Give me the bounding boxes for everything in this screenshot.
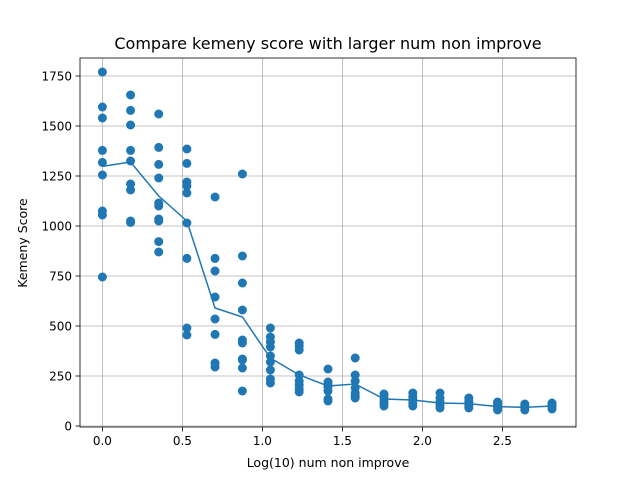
data-point (182, 188, 192, 198)
plot-frame (79, 57, 577, 428)
y-axis-label: Kemeny Score (15, 198, 30, 288)
data-point (323, 386, 333, 396)
data-point (210, 292, 220, 302)
data-point (182, 181, 192, 191)
chart-title: Compare kemeny score with larger num non… (114, 34, 541, 53)
data-point (97, 210, 107, 220)
x-axis-ticks: 0.0 0.5 1.0 1.5 2.0 2.5 (93, 427, 512, 448)
data-point (493, 405, 503, 415)
data-point (265, 365, 275, 375)
x-axis-label: Log(10) num non improve (247, 455, 410, 470)
data-point (210, 329, 220, 339)
x-tick-label: 2.0 (413, 434, 432, 448)
y-axis-ticks: 0 250 500 750 1000 1250 1500 1750 (41, 70, 80, 434)
data-point (154, 142, 164, 152)
y-tick-label: 750 (49, 270, 72, 284)
y-tick-label: 250 (49, 370, 72, 384)
y-tick-label: 1500 (41, 120, 72, 134)
data-point (294, 387, 304, 397)
data-point (210, 362, 220, 372)
data-point (97, 102, 107, 112)
x-tick-label: 1.0 (253, 434, 272, 448)
data-point (464, 403, 474, 413)
data-point (154, 109, 164, 119)
data-point (323, 396, 333, 406)
data-point (350, 376, 360, 386)
data-point (182, 144, 192, 154)
data-point (210, 314, 220, 324)
y-tick-label: 500 (49, 320, 72, 334)
data-point (182, 218, 192, 228)
data-point (265, 342, 275, 352)
data-point (323, 364, 333, 374)
data-point (126, 90, 136, 100)
x-tick-label: 0.0 (93, 434, 112, 448)
data-point (237, 355, 247, 365)
data-point (237, 305, 247, 315)
data-point (97, 67, 107, 77)
data-point (265, 357, 275, 367)
data-point (265, 323, 275, 333)
axes (79, 57, 577, 428)
data-point (97, 145, 107, 155)
x-tick-label: 0.5 (173, 434, 192, 448)
data-point (237, 338, 247, 348)
data-point (154, 247, 164, 257)
data-point (182, 330, 192, 340)
data-point (126, 145, 136, 155)
data-point (154, 201, 164, 211)
data-point (237, 251, 247, 261)
data-point (182, 158, 192, 168)
data-point (182, 323, 192, 333)
data-point (126, 156, 136, 166)
data-point (126, 120, 136, 130)
y-tick-label: 1750 (41, 70, 72, 84)
data-point (97, 272, 107, 282)
data-point (126, 185, 136, 195)
data-point (237, 363, 247, 373)
data-point (154, 237, 164, 247)
data-point (154, 173, 164, 183)
data-point (408, 401, 418, 411)
data-point (97, 170, 107, 180)
data-point (210, 253, 220, 263)
data-point (210, 266, 220, 276)
data-point (126, 217, 136, 227)
data-point (126, 105, 136, 115)
scatter-points (97, 67, 557, 415)
data-point (435, 403, 445, 413)
data-point (265, 378, 275, 388)
data-point (237, 386, 247, 396)
data-point (350, 353, 360, 363)
y-tick-label: 1000 (41, 220, 72, 234)
data-point (154, 216, 164, 226)
x-tick-label: 1.5 (333, 434, 352, 448)
data-point (97, 113, 107, 123)
data-point (350, 393, 360, 403)
y-tick-label: 1250 (41, 170, 72, 184)
y-tick-label: 0 (64, 420, 72, 434)
data-point (210, 192, 220, 202)
data-point (237, 278, 247, 288)
data-point (379, 401, 389, 411)
data-point (237, 169, 247, 179)
data-point (97, 157, 107, 167)
x-tick-label: 2.5 (493, 434, 512, 448)
data-point (154, 159, 164, 169)
data-point (520, 405, 530, 415)
data-point (294, 345, 304, 355)
data-point (182, 253, 192, 263)
data-point (547, 404, 557, 414)
